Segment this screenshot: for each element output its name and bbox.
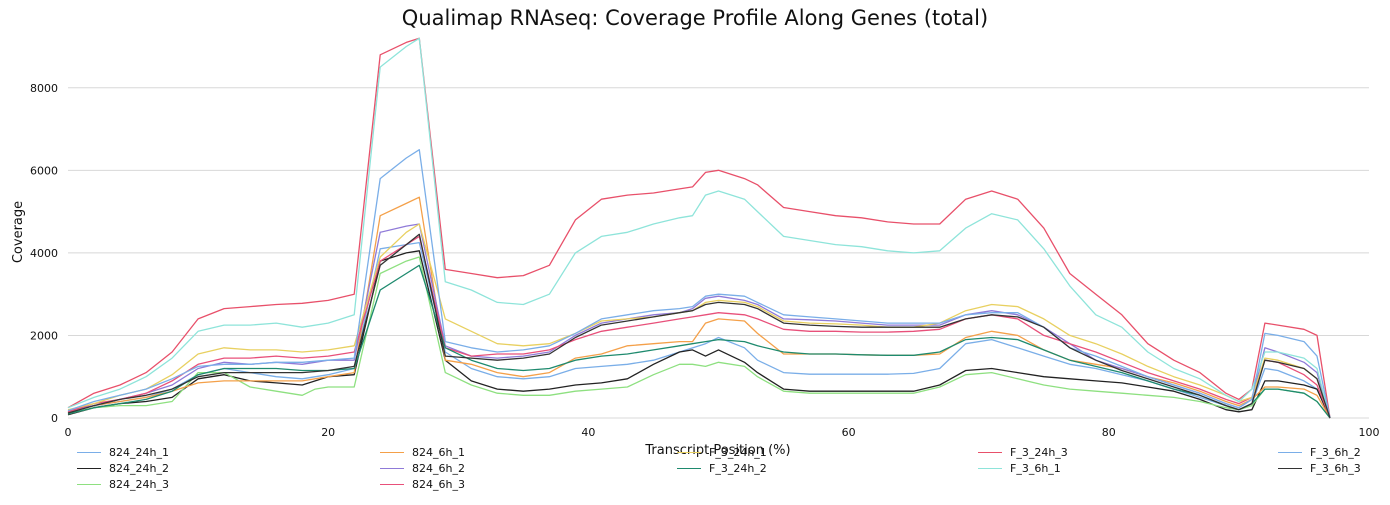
y-tick-label: 6000: [30, 164, 58, 177]
series-line-F_3_6h_3: [67, 233, 1331, 419]
x-tick-label: 80: [1102, 426, 1116, 439]
legend-label: F_3_24h_3: [1010, 446, 1068, 459]
legend-item: F_3_6h_1: [978, 461, 1061, 477]
series-line-824_24h_3: [67, 256, 1331, 419]
legend-label: F_3_6h_2: [1310, 446, 1361, 459]
legend-label: F_3_6h_1: [1010, 462, 1061, 475]
legend-label: F_3_6h_3: [1310, 462, 1361, 475]
legend-label: F_3_24h_2: [709, 462, 767, 475]
legend-swatch: [380, 467, 404, 469]
chart-title: Qualimap RNAseq: Coverage Profile Along …: [401, 6, 989, 30]
series-line-824_24h_2: [67, 250, 1331, 419]
series-line-F_3_24h_1: [67, 223, 1331, 419]
legend-item: 824_6h_3: [380, 477, 465, 493]
y-tick-label: 8000: [30, 82, 58, 95]
x-tick-label: 100: [1359, 426, 1380, 439]
legend-item: F_3_24h_1: [677, 445, 767, 461]
legend-label: 824_24h_3: [109, 478, 169, 491]
series-line-F_3_6h_2: [67, 149, 1331, 419]
series-line-F_3_6h_1: [67, 37, 1331, 419]
y-tick-label: 0: [51, 412, 58, 425]
x-tick-label: 40: [581, 426, 595, 439]
legend-item: 824_24h_2: [77, 461, 169, 477]
series-line-F_3_24h_3: [67, 37, 1331, 419]
legend-item: F_3_6h_2: [1278, 445, 1361, 461]
legend-swatch: [1278, 467, 1302, 469]
legend-swatch: [978, 467, 1002, 469]
legend-label: 824_6h_3: [412, 478, 465, 491]
legend-swatch: [77, 467, 101, 469]
legend-item: 824_6h_2: [380, 461, 465, 477]
legend-label: 824_24h_1: [109, 446, 169, 459]
legend-swatch: [677, 451, 701, 453]
series-line-824_6h_3: [67, 235, 1331, 419]
series-line-F_3_24h_2: [67, 264, 1331, 419]
legend-item: 824_6h_1: [380, 445, 465, 461]
legend-label: 824_6h_1: [412, 446, 465, 459]
series-lines: [67, 37, 1331, 419]
series-line-824_24h_1: [67, 241, 1331, 419]
legend-swatch: [77, 483, 101, 485]
legend-swatch: [77, 451, 101, 453]
tick-labels: 0 2000 4000 6000 8000 0 20 40 60 80 100: [30, 82, 1380, 439]
legend-swatch: [380, 451, 404, 453]
y-tick-label: 4000: [30, 247, 58, 260]
x-axis-label: Transcript Position (%): [644, 443, 790, 458]
y-tick-label: 2000: [30, 329, 58, 342]
legend-label: F_3_24h_1: [709, 446, 767, 459]
legend-item: F_3_24h_2: [677, 461, 767, 477]
series-line-824_6h_1: [67, 196, 1331, 419]
legend-swatch: [978, 451, 1002, 453]
legend-item: F_3_6h_3: [1278, 461, 1361, 477]
x-tick-label: 0: [65, 426, 72, 439]
legend-swatch: [677, 467, 701, 469]
x-tick-label: 20: [321, 426, 335, 439]
legend-item: 824_24h_1: [77, 445, 169, 461]
x-tick-label: 60: [842, 426, 856, 439]
legend-swatch: [380, 483, 404, 485]
legend-item: 824_24h_3: [77, 477, 169, 493]
legend-label: 824_6h_2: [412, 462, 465, 475]
legend-label: 824_24h_2: [109, 462, 169, 475]
y-axis-label: Coverage: [11, 201, 26, 263]
legend-item: F_3_24h_3: [978, 445, 1068, 461]
legend-swatch: [1278, 451, 1302, 453]
